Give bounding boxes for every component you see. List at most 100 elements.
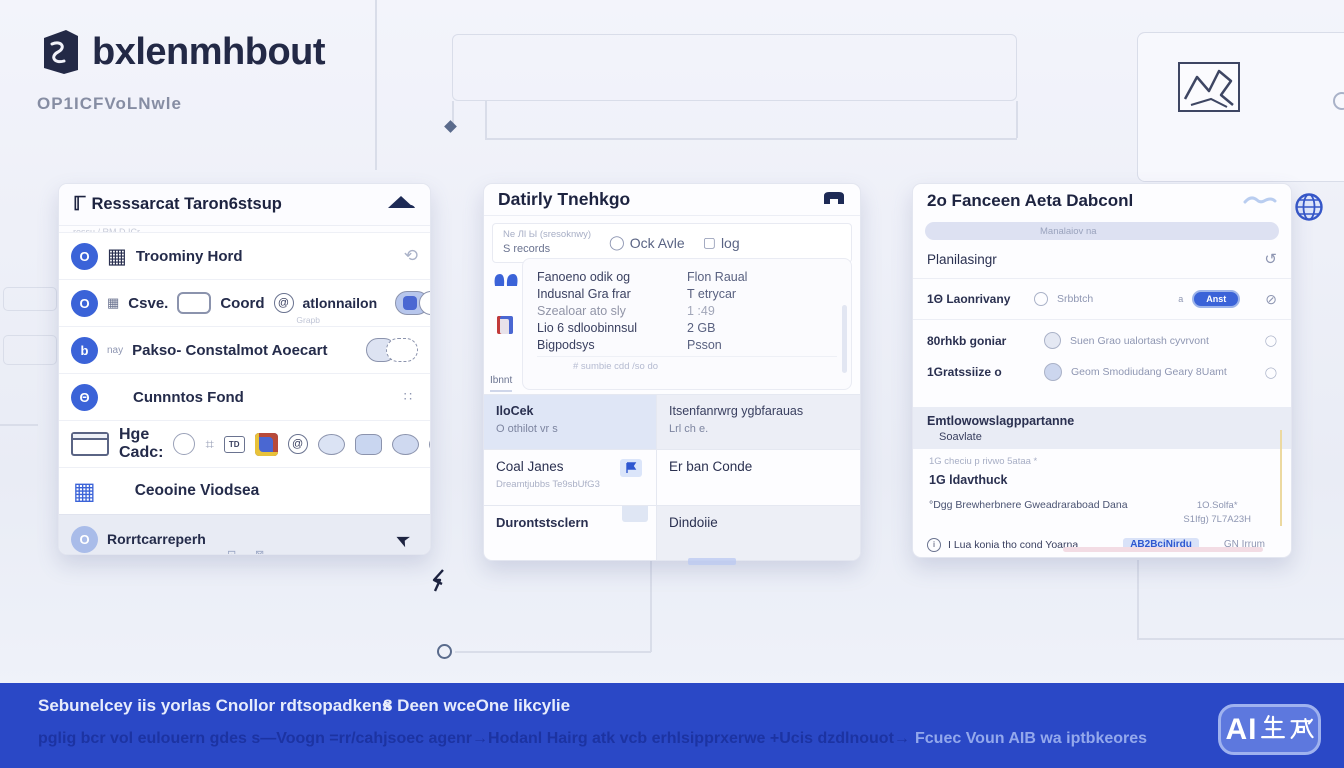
send-arrow-icon[interactable]: ➤ [391, 527, 414, 552]
radio-icon: ◯ [609, 234, 625, 251]
row-laonrivany[interactable]: 1Θ Laonrivany Srbbtch a Anst ⊘ [913, 279, 1291, 320]
scrollbar[interactable] [842, 305, 847, 373]
slash-circle-icon[interactable]: ⊘ [1265, 290, 1277, 307]
item-avatar: O [71, 242, 98, 270]
field-label: Lio 6 sdloobinnsul [537, 321, 638, 335]
section-subhead: 1G ldavthuck [929, 473, 1008, 487]
undo-icon[interactable]: ↺ [1264, 251, 1277, 268]
accent-yellow-line [1280, 430, 1282, 526]
radio-icon[interactable] [1044, 363, 1062, 381]
row-80rhkb[interactable]: 80rhkb goniar Suen Grao ualortash cyvrvo… [913, 320, 1291, 355]
list-item[interactable]: O ▦ Troominy Hord ⟲ [59, 232, 430, 279]
footer-line2-right: Fcuec Voun AIB wa iptbkeores [915, 730, 1148, 747]
row-label: °Dgg Brewherbnere Gweadraraboad Dana [929, 499, 1128, 511]
grid-cell-dindoiie[interactable]: Dindoiie [656, 505, 860, 560]
refresh-icon[interactable]: ⟲ [403, 246, 418, 265]
toggle-switch[interactable] [395, 291, 430, 315]
wireframe-connector [1016, 101, 1018, 138]
list-item[interactable]: O ▦ Csve. Coord @ atlonnailon Grapb [59, 279, 430, 326]
logo-subtitle: OP1ICFVoLNwle [37, 94, 182, 113]
token-oval-icon[interactable] [428, 433, 430, 455]
circle-icon[interactable]: ◯ [1264, 335, 1277, 347]
connector-diamond [444, 120, 457, 133]
tab-ibnnt[interactable]: Ibnnt [490, 370, 513, 392]
frame-icon[interactable] [177, 292, 212, 314]
panel1-title-glyph: ℾ [73, 194, 86, 215]
wireframe-connector [452, 101, 454, 128]
rail-media-icon[interactable] [497, 316, 513, 334]
map-icon [1178, 62, 1240, 112]
token-oval-icon[interactable] [354, 433, 382, 455]
panel1-header: ℾ Resssarcat Taron6stsup [59, 184, 430, 226]
token-oval-icon[interactable] [317, 433, 345, 455]
row-value1: 1O.Solfa* [1196, 500, 1238, 511]
grid-icon: ▦ [107, 295, 120, 310]
row-label: 1Θ Laonrivany [927, 292, 1011, 306]
section-band: Emtlowowslagppartanne Soavlate [913, 407, 1291, 449]
toggle-switch[interactable] [366, 338, 418, 362]
window-icon [71, 432, 109, 456]
dots-icon[interactable]: ∷ [403, 389, 412, 404]
button-prefix: a [1178, 294, 1184, 304]
grid-cell-coal-janes[interactable]: Coal Janes Dreamtjubbs Te9sbUfG3 [484, 449, 656, 505]
item-avatar: O [71, 289, 98, 317]
field-label: Szealoar ato sly [537, 304, 626, 318]
item-prefix: nay [107, 344, 124, 356]
list-item[interactable]: ▦ Ceooine Viodsea [59, 467, 430, 514]
panel-resource-setup: ℾ Resssarcat Taron6stsup ressu / RM D IC… [58, 183, 431, 555]
circle-icon[interactable]: ◯ [1264, 366, 1277, 379]
row-right-text: GN Irrum [1223, 539, 1265, 550]
tiny-highlight-bar [688, 558, 736, 565]
mini-icon-1[interactable]: ⊡ [227, 549, 237, 555]
list-item-toolbar[interactable]: Hge Cadc: ⌗ TD @ [59, 420, 430, 467]
grid-cell-duront[interactable]: Durontstsclern [484, 505, 656, 560]
connector-circle [437, 644, 452, 659]
grid-cell-er-ban[interactable]: Er ban Conde [656, 449, 860, 505]
list-item[interactable]: b nay Pakso- Constalmot Aoecart [59, 326, 430, 373]
mini-icon-2[interactable]: ⊠ [255, 549, 265, 555]
wireframe-vline [375, 0, 377, 170]
field-value: T etrycar [687, 287, 737, 301]
footer-line1-right: 8 Deen wceOne likcylie [383, 696, 571, 715]
logo: bxlenmhbout [36, 28, 326, 76]
radio-icon[interactable] [1034, 292, 1048, 306]
wireframe-box-left2 [3, 335, 57, 365]
row-planilasingr[interactable]: Planilasingr ↺ [913, 240, 1291, 279]
radio-icon[interactable] [1044, 332, 1061, 349]
qr-icon: ▦ [107, 244, 127, 268]
at-circle-icon[interactable]: @ [287, 434, 308, 454]
grid-cell-ilocek[interactable]: IloCek O othilot vr s [484, 394, 656, 449]
list-item[interactable]: Θ Cunnntos Fond ∷ [59, 373, 430, 420]
grid-cell-itsen[interactable]: Itsenfanrwrg ygbfarauas Lrl ch e. [656, 394, 860, 449]
ai-badge-text: AI [1225, 712, 1258, 746]
radio-label: Geom Smodiudang Geary 8Uamt [1071, 366, 1227, 378]
field-value: Psson [687, 338, 722, 352]
td-box-icon[interactable]: TD [223, 435, 245, 453]
row-label: I Lua konia tho cond Yoarna [948, 538, 1079, 551]
checkbox-ock-avle[interactable]: ◯ Ock Avle [609, 234, 685, 251]
item-label: Troominy Hord [135, 247, 243, 265]
circle-icon[interactable] [173, 433, 196, 455]
rail-blob-icon[interactable] [493, 272, 519, 293]
radio-label: Suen Grao ualortash cyvrvont [1070, 334, 1209, 347]
wireframe-line-left [0, 424, 38, 426]
row-label: Planilasingr [927, 251, 997, 267]
panel-area-control: 2o Fanceen Aeta Dabconl Manalaiov na Pla… [912, 183, 1292, 558]
radio-label: Srbbtch [1057, 293, 1094, 305]
globe-icon[interactable] [1294, 192, 1324, 222]
wave-icon [1243, 192, 1277, 210]
search-pill[interactable]: Manalaiov na [925, 222, 1279, 240]
filter-records-text: S records [503, 242, 551, 255]
info-circle-icon: i [927, 537, 941, 552]
checkbox-icon: ▢ [702, 234, 716, 251]
ai-generated-badge: AI [1218, 704, 1321, 755]
hash-icon[interactable]: ⌗ [205, 435, 214, 453]
panel1-footer-row[interactable]: O Rorrtcarreperh ➤ ⊡ ⊠ [59, 514, 430, 555]
token-oval-icon[interactable] [391, 433, 419, 455]
footer-line1-left: Sebunelcey iis yorlas Cnollor rdtsopadke… [38, 696, 392, 715]
field-value: 1 :49 [687, 304, 715, 318]
anst-button[interactable]: Anst [1192, 290, 1241, 308]
checkbox-log[interactable]: ▢ log [702, 234, 740, 251]
app-tile-icon[interactable] [254, 432, 278, 456]
row-1gratssiize[interactable]: 1Gratssiize o Geom Smodiudang Geary 8Uam… [913, 355, 1291, 393]
